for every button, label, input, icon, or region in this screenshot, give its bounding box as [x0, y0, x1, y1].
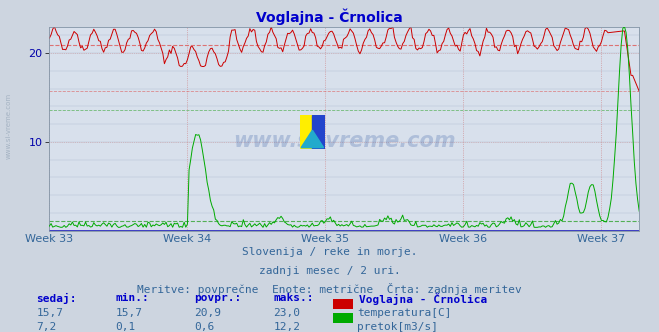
Text: www.si-vreme.com: www.si-vreme.com: [5, 93, 12, 159]
Text: 23,0: 23,0: [273, 308, 301, 318]
Text: Week 33: Week 33: [25, 234, 74, 244]
Polygon shape: [301, 130, 324, 148]
Text: www.si-vreme.com: www.si-vreme.com: [233, 131, 455, 151]
Text: Week 35: Week 35: [301, 234, 349, 244]
Text: 20,9: 20,9: [194, 308, 221, 318]
Text: temperatura[C]: temperatura[C]: [357, 308, 451, 318]
Text: Voglajna - Črnolica: Voglajna - Črnolica: [359, 293, 488, 305]
Text: Voglajna - Črnolica: Voglajna - Črnolica: [256, 8, 403, 25]
Text: 15,7: 15,7: [115, 308, 142, 318]
Text: Week 34: Week 34: [163, 234, 212, 244]
Text: min.:: min.:: [115, 293, 149, 303]
Polygon shape: [300, 115, 312, 149]
Text: 0,6: 0,6: [194, 322, 215, 332]
Text: Week 36: Week 36: [440, 234, 488, 244]
Text: Week 37: Week 37: [577, 234, 625, 244]
Text: zadnji mesec / 2 uri.: zadnji mesec / 2 uri.: [258, 266, 401, 276]
Text: sedaj:: sedaj:: [36, 293, 76, 304]
Text: povpr.:: povpr.:: [194, 293, 242, 303]
Text: 15,7: 15,7: [36, 308, 63, 318]
Text: Slovenija / reke in morje.: Slovenija / reke in morje.: [242, 247, 417, 257]
Polygon shape: [312, 115, 325, 149]
Text: maks.:: maks.:: [273, 293, 314, 303]
Text: Meritve: povprečne  Enote: metrične  Črta: zadnja meritev: Meritve: povprečne Enote: metrične Črta:…: [137, 283, 522, 295]
Text: 12,2: 12,2: [273, 322, 301, 332]
Text: pretok[m3/s]: pretok[m3/s]: [357, 322, 438, 332]
Text: 0,1: 0,1: [115, 322, 136, 332]
Text: 7,2: 7,2: [36, 322, 57, 332]
